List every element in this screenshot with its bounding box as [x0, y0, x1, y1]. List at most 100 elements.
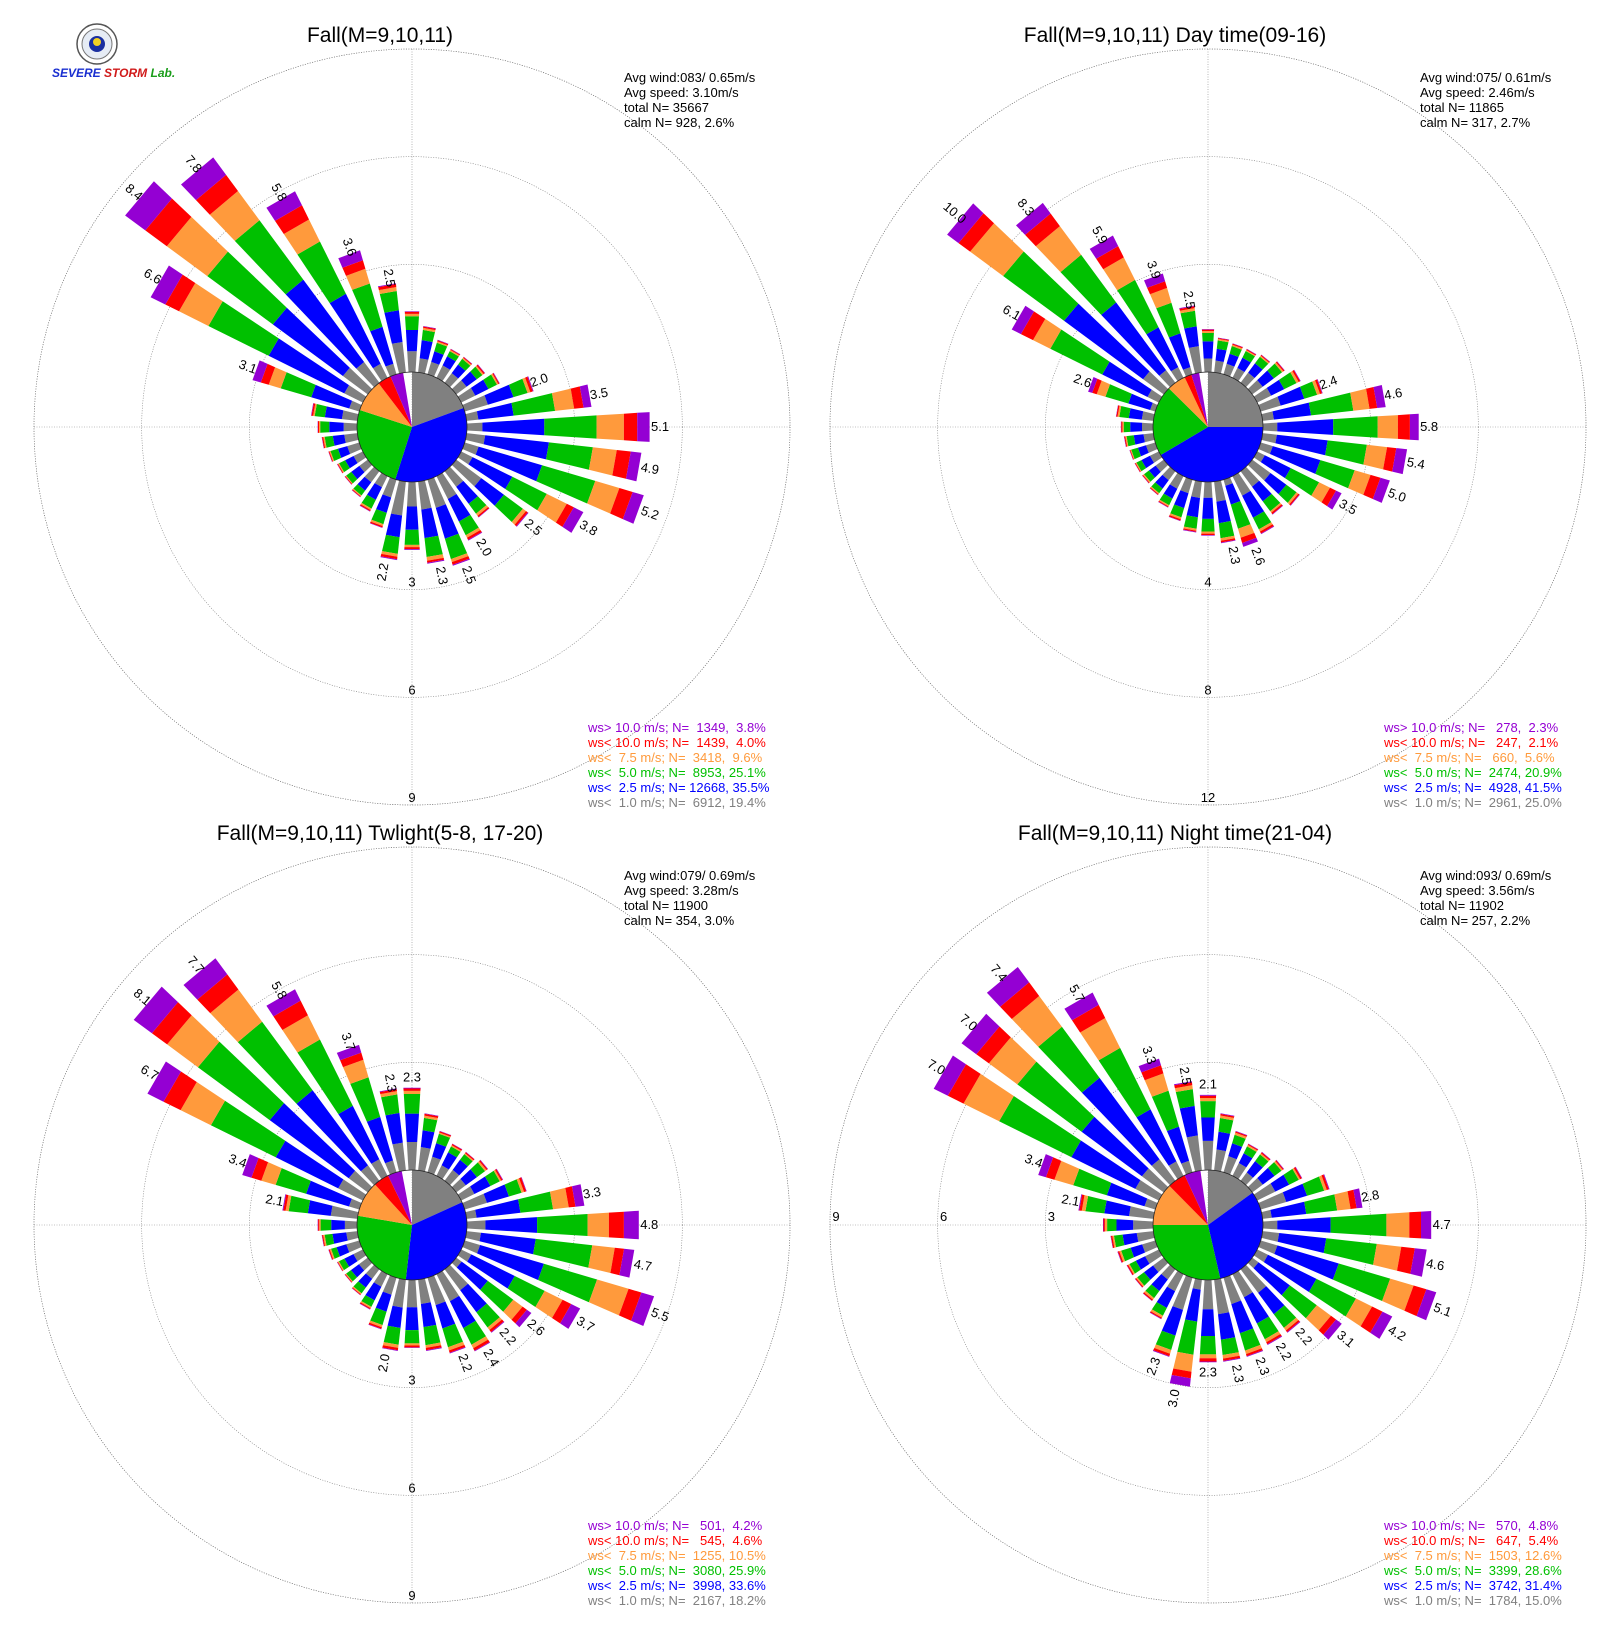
- bar-segment-lt7_5: [1386, 1212, 1409, 1237]
- bar-segment-lt2_5: [386, 514, 402, 538]
- bar-segment-lt2_5: [1203, 341, 1214, 358]
- bar-segment-lt7_5: [1363, 445, 1387, 470]
- bar-segment-lt2_5: [406, 330, 418, 351]
- bar-segment-lt2_5: [405, 1114, 419, 1142]
- bar-segment-lt10: [1409, 1212, 1421, 1239]
- bar-segment-lt2_5: [1123, 1233, 1139, 1245]
- bar-segment-lt5: [1333, 416, 1378, 437]
- bar-segment-lt1: [1204, 482, 1213, 498]
- legend-entry-lt1: ws< 1.0 m/s; N= 6912, 19.4%: [587, 795, 766, 810]
- bar-dir-270: [1121, 422, 1153, 433]
- bar-segment-lt7_5: [1200, 1098, 1216, 1101]
- bar-dir-270: [318, 421, 357, 433]
- bar-segment-lt10: [1104, 1218, 1105, 1231]
- legend-entry-gt10: ws> 10.0 m/s; N= 278, 2.3%: [1383, 720, 1559, 735]
- bar-label: 2.5: [381, 268, 399, 288]
- bar-segment-lt7_5: [588, 1245, 615, 1273]
- bar-segment-lt5: [1219, 1118, 1234, 1134]
- bar-label: 2.2: [1292, 1325, 1315, 1348]
- bar-segment-lt5: [1325, 440, 1367, 464]
- bar-segment-lt2_5: [325, 406, 344, 419]
- bar-segment-lt7_5: [552, 389, 574, 411]
- chart-title: Fall(M=9,10,11) Day time(09-16): [1024, 24, 1326, 47]
- lab-logo-text: SEVERE STORM Lab.: [52, 66, 142, 80]
- bar-label: 2.1: [1060, 1191, 1080, 1209]
- bar-segment-lt1: [418, 358, 428, 373]
- stat-line: Avg speed: 3.56m/s: [1420, 883, 1535, 898]
- bar-segment-lt1: [1263, 1221, 1277, 1230]
- bar-segment-lt5: [424, 1325, 441, 1345]
- bar-segment-lt7_5: [1378, 415, 1398, 439]
- bar-segment-lt10: [1200, 1096, 1216, 1098]
- bar-dir-270: [1103, 1218, 1153, 1231]
- bar-segment-gt10: [637, 412, 649, 442]
- bar-label: 2.0: [528, 370, 550, 390]
- legend-entry-lt7_5: ws< 7.5 m/s; N= 660, 5.6%: [1383, 750, 1555, 765]
- bar-label: 5.1: [651, 419, 669, 434]
- bar-label: 2.5: [459, 564, 479, 586]
- legend-entry-lt10: ws< 10.0 m/s; N= 647, 5.4%: [1383, 1533, 1559, 1548]
- bar-label: 5.0: [1386, 485, 1408, 505]
- bar-segment-lt2_5: [1104, 1201, 1130, 1217]
- bar-segment-lt1: [344, 423, 357, 432]
- bar-label: 4.8: [640, 1217, 658, 1232]
- stat-line: Avg speed: 2.46m/s: [1420, 85, 1535, 100]
- ring-label: 9: [832, 1209, 839, 1224]
- legend-entry-gt10: ws> 10.0 m/s; N= 501, 4.2%: [587, 1518, 763, 1533]
- ring-label: 3: [1048, 1209, 1055, 1224]
- bar-segment-lt1: [1144, 433, 1155, 442]
- bar-segment-lt10: [1199, 1358, 1216, 1361]
- bar-segment-lt10: [1202, 330, 1214, 332]
- ring-label: 4: [1204, 575, 1211, 590]
- bar-segment-lt1: [1180, 477, 1192, 493]
- bar-segment-lt1: [1137, 1231, 1155, 1242]
- bar-dir-0: [1202, 329, 1214, 372]
- bar-segment-lt1: [346, 1231, 358, 1241]
- bar-label: 4.7: [1433, 1217, 1451, 1232]
- legend-entry-lt5: ws< 5.0 m/s; N= 3080, 25.9%: [587, 1563, 766, 1578]
- bar-label: 2.1: [264, 1191, 284, 1209]
- bar-segment-lt5: [537, 1214, 588, 1236]
- bar-segment-lt5: [1309, 393, 1354, 416]
- bar-label: 4.6: [1383, 385, 1403, 403]
- bar-segment-lt7_5: [1173, 1352, 1193, 1372]
- bar-segment-lt5: [405, 1330, 420, 1343]
- bar-segment-lt1: [407, 1142, 417, 1170]
- bar-segment-lt2_5: [406, 507, 419, 530]
- bar-segment-lt2_5: [1216, 500, 1230, 523]
- bar-segment-lt5: [1331, 1214, 1387, 1236]
- bar-segment-gt10: [1200, 1095, 1216, 1096]
- bar-segment-lt10: [318, 1219, 319, 1231]
- bar-segment-lt2_5: [1117, 1219, 1134, 1231]
- bar-segment-lt5: [384, 1326, 401, 1345]
- bar-dir-180: 2.3: [1199, 1280, 1217, 1380]
- bar-segment-lt5: [518, 1192, 553, 1213]
- bar-label: 5.5: [649, 1304, 671, 1324]
- bar-segment-lt2_5: [1130, 422, 1142, 432]
- bar-segment-lt2_5: [1218, 1312, 1235, 1340]
- bar-segment-lt1: [418, 1279, 431, 1305]
- bar-label: 5.2: [639, 503, 661, 523]
- bar-label: 3.5: [589, 385, 609, 403]
- bar-segment-lt1: [1142, 423, 1153, 431]
- bar-segment-lt5: [1119, 406, 1130, 418]
- bar-label: 2.4: [1317, 372, 1339, 392]
- bar-segment-lt7_5: [589, 447, 617, 475]
- bar-segment-lt10: [624, 413, 637, 441]
- bar-segment-lt2_5: [1216, 349, 1227, 362]
- legend-entry-lt2_5: ws< 2.5 m/s; N= 3742, 31.4%: [1383, 1578, 1562, 1593]
- bar-label: 2.2: [496, 1325, 519, 1348]
- bar-segment-lt5: [1181, 311, 1197, 329]
- bar-segment-lt1: [1262, 411, 1274, 421]
- bar-label: 5.1: [1432, 1299, 1454, 1319]
- bar-segment-lt5: [1221, 1337, 1239, 1355]
- ring-label: 9: [408, 1588, 415, 1603]
- pie-slice-lt1: [1208, 372, 1263, 427]
- bar-segment-lt7_5: [1201, 532, 1214, 534]
- bar-segment-lt5: [380, 291, 399, 313]
- windrose-panel-4: 3694.74.65.14.23.12.22.22.32.32.33.02.32…: [830, 822, 1586, 1608]
- bar-segment-gt10: [404, 1347, 419, 1348]
- bar-segment-lt1: [1142, 411, 1155, 421]
- bar-segment-lt5: [1200, 1101, 1216, 1117]
